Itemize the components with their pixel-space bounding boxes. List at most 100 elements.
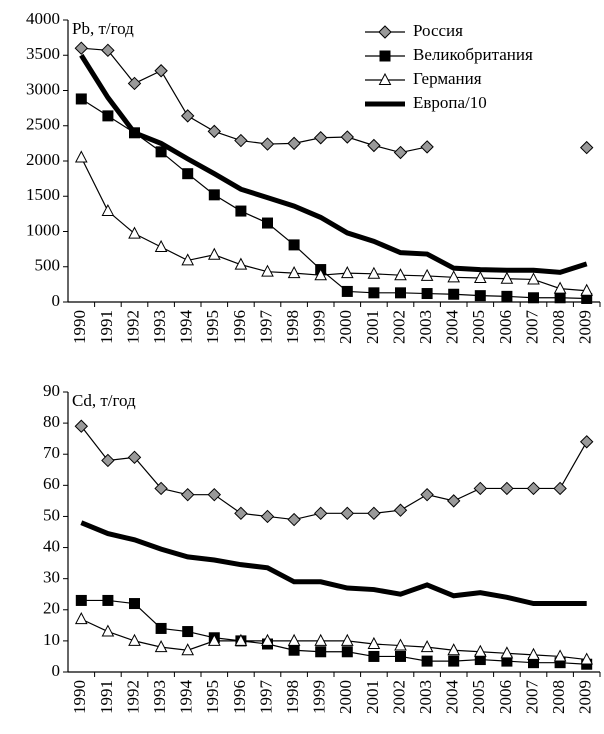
- marker: [378, 25, 392, 39]
- x-tick-label: 1994: [177, 680, 196, 715]
- x-tick-label: 2007: [522, 310, 541, 345]
- marker: [287, 266, 301, 279]
- x-tick-label: 2002: [389, 310, 408, 344]
- marker: [368, 287, 380, 299]
- y-tick-label: 10: [43, 630, 60, 649]
- x-tick-label: 1996: [230, 680, 249, 714]
- marker: [500, 481, 514, 496]
- marker: [420, 140, 434, 154]
- marker: [553, 281, 567, 294]
- marker: [182, 626, 194, 638]
- marker: [500, 271, 514, 284]
- marker: [554, 292, 566, 304]
- marker: [393, 503, 408, 517]
- x-tick-label: 2000: [336, 310, 355, 344]
- marker: [235, 205, 247, 217]
- marker: [313, 131, 328, 145]
- marker: [128, 633, 141, 646]
- x-tick-label: 1997: [256, 680, 275, 715]
- marker: [287, 512, 301, 527]
- y-axis-label: Pb, т/год: [72, 19, 134, 38]
- marker: [579, 435, 594, 449]
- x-tick-label: 1996: [230, 310, 249, 344]
- marker: [287, 136, 301, 151]
- marker: [340, 130, 355, 144]
- marker: [101, 624, 115, 637]
- marker: [313, 506, 328, 521]
- marker: [341, 646, 353, 658]
- marker: [474, 290, 486, 302]
- x-tick-label: 2004: [443, 310, 462, 345]
- marker: [421, 655, 433, 667]
- x-tick-label: 1992: [123, 680, 142, 714]
- x-tick-label: 2009: [576, 680, 595, 714]
- x-tick-label: 1994: [177, 310, 196, 345]
- legend-label: Россия: [413, 21, 463, 40]
- marker: [74, 419, 89, 433]
- y-tick-label: 3000: [26, 79, 60, 98]
- marker: [378, 72, 392, 85]
- marker: [526, 481, 541, 496]
- y-tick-label: 0: [52, 291, 61, 310]
- marker: [207, 247, 221, 260]
- marker: [261, 264, 274, 277]
- x-tick-label: 1992: [123, 310, 142, 344]
- y-tick-label: 3500: [26, 44, 60, 63]
- y-tick-label: 20: [43, 599, 60, 618]
- marker: [553, 649, 567, 662]
- marker: [129, 598, 140, 610]
- marker: [102, 110, 114, 122]
- legend-label: Европа/10: [413, 93, 487, 112]
- x-tick-label: 2009: [576, 310, 595, 344]
- x-tick-label: 2001: [363, 680, 382, 714]
- marker: [207, 487, 222, 502]
- marker: [181, 643, 195, 656]
- x-tick-label: 2003: [416, 310, 435, 344]
- y-tick-label: 80: [43, 412, 60, 431]
- marker: [314, 633, 328, 646]
- marker: [393, 145, 408, 160]
- marker: [75, 594, 87, 606]
- marker: [207, 633, 221, 646]
- x-tick-label: 2007: [522, 680, 541, 715]
- marker: [500, 646, 514, 659]
- marker: [340, 266, 354, 279]
- marker: [473, 644, 487, 657]
- marker: [101, 43, 115, 58]
- marker: [154, 64, 168, 78]
- marker: [180, 487, 195, 502]
- marker: [447, 643, 461, 656]
- x-tick-label: 2008: [549, 680, 568, 714]
- y-tick-label: 90: [43, 381, 60, 400]
- marker: [420, 640, 434, 653]
- x-tick-label: 2005: [469, 680, 488, 714]
- x-tick-label: 1991: [97, 310, 116, 344]
- marker: [154, 239, 168, 253]
- marker: [288, 644, 300, 656]
- y-tick-label: 1000: [26, 220, 60, 239]
- marker: [367, 636, 381, 649]
- y-tick-label: 500: [35, 256, 61, 275]
- marker: [180, 109, 195, 123]
- series-line: [80, 520, 587, 607]
- x-tick-label: 1993: [150, 680, 169, 714]
- x-tick-label: 2006: [496, 310, 515, 344]
- marker: [473, 481, 488, 496]
- marker: [368, 650, 380, 662]
- x-tick-label: 1999: [310, 680, 329, 714]
- x-tick-label: 2000: [336, 680, 355, 714]
- series-line: [80, 425, 588, 521]
- marker: [394, 268, 407, 281]
- marker: [234, 133, 248, 148]
- x-tick-label: 2004: [443, 680, 462, 715]
- marker: [367, 506, 381, 521]
- series-line: [81, 618, 587, 661]
- x-tick-label: 2005: [469, 310, 488, 344]
- y-tick-label: 2500: [26, 115, 60, 134]
- marker: [101, 453, 115, 468]
- marker: [208, 189, 220, 201]
- marker: [154, 481, 168, 496]
- x-tick-label: 2003: [416, 680, 435, 714]
- marker: [447, 270, 461, 283]
